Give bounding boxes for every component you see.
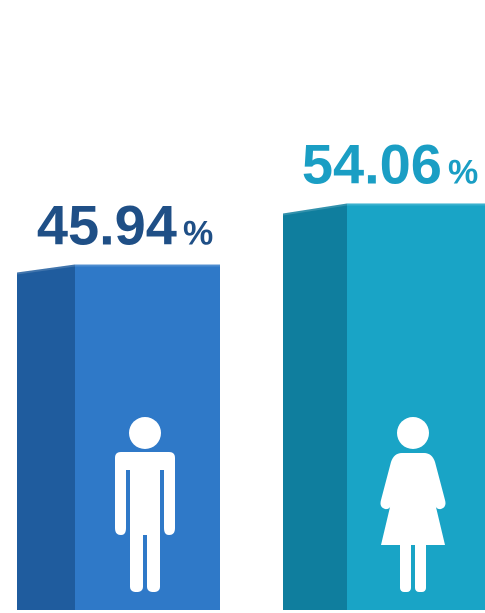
male-figure-head bbox=[129, 417, 161, 449]
male-bar-top-edge bbox=[17, 264, 220, 275]
male-value-label: 45.94% bbox=[37, 194, 213, 257]
female-figure-arms bbox=[380, 453, 446, 510]
female-value-unit: % bbox=[448, 153, 478, 191]
male-figure-icon bbox=[115, 417, 175, 592]
female-figure-head bbox=[397, 417, 429, 449]
female-figure-dress bbox=[381, 465, 445, 545]
female-value-label: 54.06% bbox=[302, 132, 478, 195]
male-bar bbox=[17, 264, 220, 610]
male-bar-side bbox=[17, 264, 75, 610]
female-figure-left-leg bbox=[400, 540, 411, 592]
male-figure-left-leg bbox=[130, 530, 143, 592]
female-bar-side bbox=[283, 203, 347, 610]
male-value-unit: % bbox=[183, 215, 213, 253]
female-bar bbox=[283, 203, 485, 610]
female-figure-right-leg bbox=[415, 540, 426, 592]
female-bar-top-edge bbox=[283, 203, 485, 216]
male-figure-body bbox=[115, 452, 175, 535]
male-figure-right-leg bbox=[147, 530, 160, 592]
female-figure-icon bbox=[380, 417, 446, 592]
